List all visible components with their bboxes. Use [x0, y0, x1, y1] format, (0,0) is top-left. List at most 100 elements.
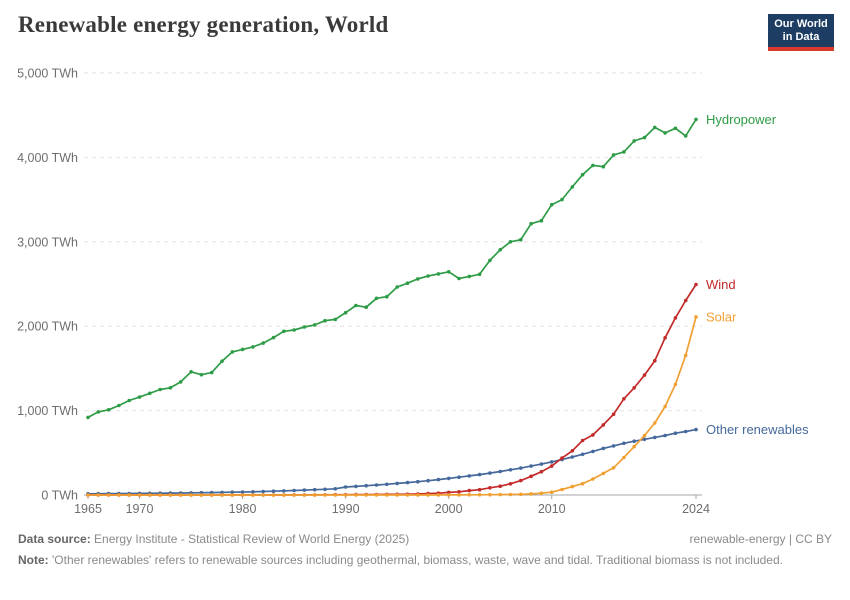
data-point [477, 472, 482, 477]
data-point [539, 218, 544, 223]
y-tick-label: 1,000 TWh [17, 404, 78, 418]
data-point [457, 475, 461, 480]
data-point [364, 483, 369, 488]
chart-footer: Data source: Energy Institute - Statisti… [18, 531, 832, 568]
data-point [611, 412, 616, 417]
data-point [694, 117, 698, 122]
data-point [580, 438, 585, 443]
data-point [560, 197, 564, 202]
data-point [591, 163, 595, 168]
data-point [199, 372, 204, 377]
data-point [446, 493, 451, 497]
data-point [570, 455, 575, 459]
data-point [673, 431, 678, 436]
x-tick-label: 1990 [332, 502, 360, 516]
data-point [498, 492, 503, 497]
data-point [251, 345, 255, 349]
data-point [580, 172, 585, 177]
data-point [498, 469, 503, 474]
data-point [230, 350, 235, 354]
data-point [302, 493, 307, 497]
data-point [488, 492, 492, 497]
data-point [209, 493, 214, 497]
data-point [632, 386, 636, 390]
series-solar: Solar [86, 309, 737, 497]
data-point [374, 483, 379, 487]
x-tick-label: 2024 [682, 502, 710, 516]
data-point [354, 493, 358, 497]
data-point [395, 493, 400, 497]
data-point [611, 466, 616, 470]
owid-logo-line2: in Data [782, 31, 820, 43]
data-point [467, 493, 472, 497]
data-point [673, 316, 678, 320]
data-point [519, 478, 523, 483]
data-point [106, 408, 111, 412]
data-point [343, 310, 348, 315]
data-point [364, 493, 369, 497]
data-point [240, 493, 245, 497]
data-point [683, 429, 688, 434]
data-point [261, 489, 266, 494]
data-point [323, 487, 327, 492]
data-point [519, 492, 523, 497]
data-point [199, 493, 204, 497]
data-point [601, 423, 606, 427]
data-point [467, 474, 472, 478]
data-point [282, 493, 286, 497]
series-hydropower: Hydropower [86, 112, 777, 420]
series-end-label: Solar [706, 309, 737, 324]
data-point [333, 493, 338, 497]
line-chart-canvas: 0 TWh 1,000 TWh 2,000 TWh 3,000 TWh 4,000 TW… [17, 67, 809, 517]
series-line [87, 118, 697, 419]
data-point [457, 276, 461, 281]
license-link[interactable]: renewable-energy | CC BY [689, 532, 832, 546]
data-point [632, 139, 636, 143]
data-point [137, 493, 142, 497]
series-end-label: Wind [706, 277, 736, 292]
data-point [282, 489, 286, 493]
data-point [395, 285, 400, 289]
data-point [446, 476, 451, 481]
data-point [601, 471, 606, 476]
data-point [178, 380, 183, 384]
data-point [426, 274, 430, 278]
data-point [622, 441, 626, 446]
y-tick-label: 2,000 TWh [17, 320, 78, 334]
data-point [570, 449, 575, 453]
data-source-line: Data source: Energy Institute - Statisti… [18, 531, 409, 548]
series-line [87, 283, 697, 496]
data-point [477, 272, 482, 277]
owid-logo[interactable]: Our World in Data [768, 14, 834, 51]
data-point [302, 488, 307, 492]
x-tick-label: 1965 [74, 502, 102, 516]
data-point [591, 477, 595, 481]
data-point [158, 493, 162, 497]
data-point [416, 493, 420, 497]
data-point [653, 421, 657, 425]
data-point [529, 221, 533, 226]
data-point [168, 493, 173, 497]
data-point [673, 382, 678, 387]
data-point [86, 415, 90, 420]
data-point [106, 493, 111, 497]
data-point [446, 490, 451, 495]
data-point [230, 490, 235, 495]
data-point [663, 336, 667, 340]
x-tick-label: 2010 [538, 502, 566, 516]
data-point [477, 487, 482, 492]
series-end-label: Other renewables [706, 422, 809, 437]
data-point [271, 489, 276, 494]
data-point [663, 433, 667, 438]
data-point [508, 240, 513, 244]
data-point [385, 294, 389, 299]
data-point [220, 490, 224, 495]
data-point [416, 277, 420, 281]
data-point [519, 466, 523, 470]
data-point [683, 134, 688, 138]
chart-title: Renewable energy generation, World [18, 12, 389, 37]
y-tick-label: 5,000 TWh [17, 67, 78, 81]
data-point [302, 325, 307, 329]
data-point [642, 373, 647, 377]
data-point [323, 318, 327, 323]
